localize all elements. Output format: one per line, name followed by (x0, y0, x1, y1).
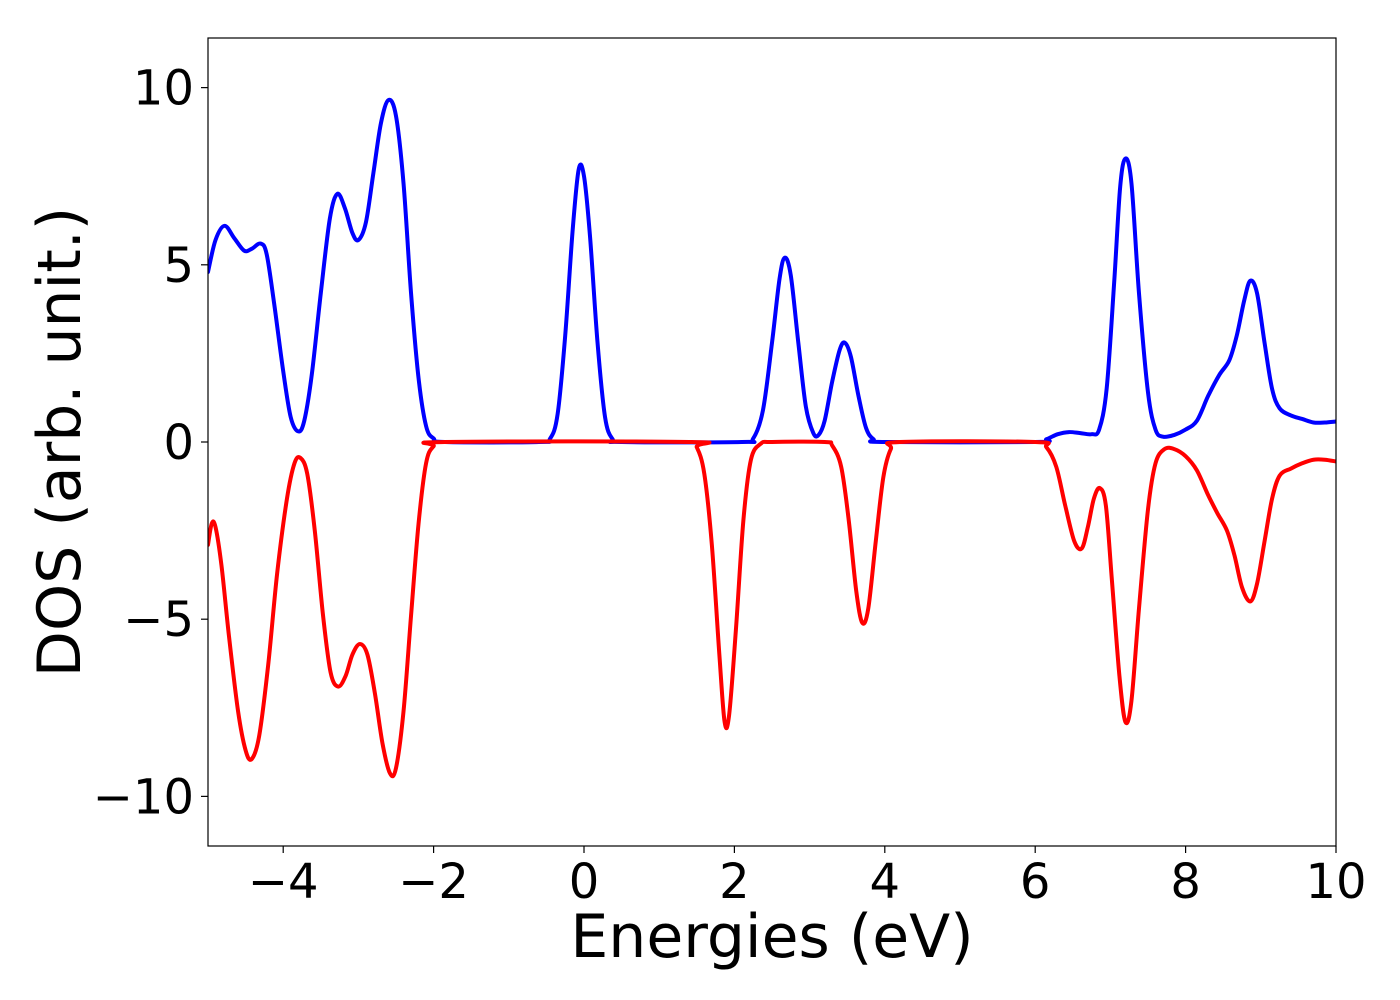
y-axis-label: DOS (arb. unit.) (25, 207, 95, 677)
series-line-spin-up (208, 97, 1336, 445)
x-tick-label: 10 (1305, 854, 1366, 910)
y-tick-label: −10 (93, 769, 194, 825)
x-tick-label: 0 (569, 854, 600, 910)
x-tick-label: 6 (1020, 854, 1051, 910)
series-line-spin-down (208, 439, 1336, 779)
x-axis-label: Energies (eV) (570, 902, 973, 972)
x-tick-label: 4 (870, 854, 901, 910)
x-tick-label: −4 (248, 854, 319, 910)
x-tick-label: 8 (1170, 854, 1201, 910)
y-tick-label: 10 (133, 61, 194, 117)
x-tick-label: 2 (719, 854, 750, 910)
x-tick-label: −2 (398, 854, 469, 910)
y-tick-label: 5 (163, 238, 194, 294)
y-tick-label: −5 (123, 592, 194, 648)
y-tick-label: 0 (163, 415, 194, 471)
